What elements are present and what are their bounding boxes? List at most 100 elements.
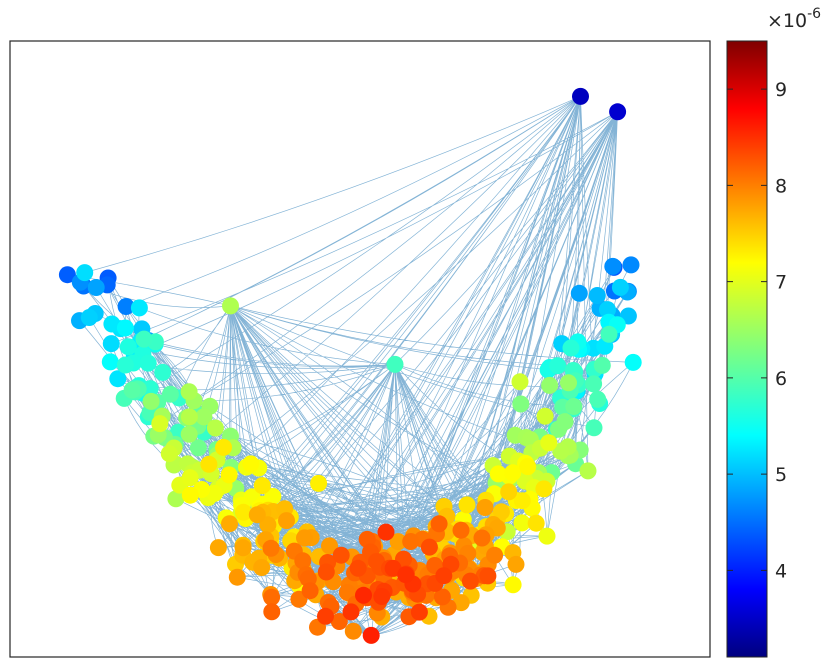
graph-node (167, 490, 185, 508)
graph-node (200, 455, 218, 473)
graph-node (349, 559, 367, 577)
graph-node (206, 484, 223, 502)
graph-node (161, 385, 179, 403)
graph-node (527, 514, 545, 532)
colorbar-multiplier-base: ×10 (767, 10, 807, 32)
graph-node (278, 512, 295, 530)
graph-node (317, 563, 335, 581)
hub-node (386, 355, 404, 373)
graph-node (479, 567, 497, 585)
graph-node (263, 588, 281, 606)
graph-node (368, 553, 385, 570)
graph-node (535, 480, 553, 498)
graph-node (624, 353, 642, 371)
graph-node (262, 539, 280, 557)
colorbar-tick-label: 7 (775, 272, 787, 294)
hub-node (572, 87, 589, 105)
graph-node (549, 357, 567, 375)
graph-node (109, 370, 127, 388)
graph-node (420, 538, 438, 556)
graph-node (141, 380, 159, 398)
network-graph (58, 87, 642, 644)
graph-node (142, 392, 160, 410)
graph-node (600, 325, 618, 343)
graph-node (215, 438, 232, 456)
graph-node (101, 353, 119, 371)
graph-node (552, 442, 570, 460)
graph-nodes (58, 87, 642, 644)
graph-node (433, 588, 451, 606)
graph-node (560, 374, 577, 392)
graph-node (556, 413, 574, 431)
graph-node (611, 278, 629, 296)
graph-node (206, 419, 224, 437)
graph-node (622, 256, 640, 274)
graph-node (461, 572, 479, 590)
graph-node (248, 506, 266, 524)
graph-node (103, 315, 121, 333)
graph-node (579, 462, 597, 480)
colorbar-tick-label: 6 (775, 368, 787, 390)
colorbar-multiplier-exponent: -6 (807, 6, 821, 22)
graph-node (512, 395, 530, 413)
graph-node (476, 499, 494, 516)
graph-node (80, 309, 98, 326)
graph-node (317, 607, 334, 625)
graph-node (253, 477, 271, 495)
graph-node (160, 445, 178, 463)
graph-node (259, 516, 277, 534)
hub-node (222, 297, 239, 315)
graph-node (342, 603, 360, 621)
graph-node (452, 594, 470, 612)
graph-node (180, 425, 198, 443)
graph-node (489, 465, 507, 483)
graph-node (130, 299, 148, 317)
graph-node (397, 566, 415, 584)
graph-node (220, 466, 238, 484)
graph-node (123, 381, 141, 399)
colorbar: 4 5 6 7 8 9 ×10-6 (726, 6, 821, 658)
graph-node (519, 458, 537, 476)
graph-node (119, 338, 137, 356)
graph-node (76, 264, 94, 282)
graph-node (263, 603, 281, 621)
graph-node (593, 356, 611, 374)
graph-node (221, 515, 238, 533)
graph-node (301, 582, 319, 600)
graph-node (570, 284, 588, 302)
graph-node (536, 407, 554, 425)
graph-node (473, 529, 491, 547)
graph-node (116, 319, 134, 337)
graph-node (181, 469, 199, 487)
graph-node (242, 455, 260, 473)
graph-node (228, 568, 246, 586)
graph-node (511, 373, 529, 391)
graph-node (181, 486, 199, 504)
graph-node (296, 529, 313, 547)
graph-node (344, 622, 362, 640)
graph-node (589, 390, 607, 408)
graph-node (321, 537, 338, 555)
graph-node (234, 539, 252, 557)
graph-node (540, 434, 558, 452)
graph-node (139, 354, 157, 372)
graph-node (458, 496, 476, 514)
colorbar-tick-label: 8 (775, 175, 787, 197)
graph-node (253, 559, 271, 576)
graph-node (504, 464, 522, 482)
graph-node (513, 492, 531, 510)
graph-node (384, 559, 402, 577)
graph-node (377, 523, 395, 541)
graph-node (195, 408, 213, 426)
graph-node (599, 301, 616, 319)
graph-node (180, 408, 198, 426)
hub-node (362, 626, 380, 644)
graph-node (189, 439, 207, 457)
graph-node (58, 266, 76, 284)
graph-node (585, 419, 603, 437)
graph-node (209, 539, 227, 557)
graph-node (294, 552, 312, 570)
graph-node (330, 613, 348, 630)
